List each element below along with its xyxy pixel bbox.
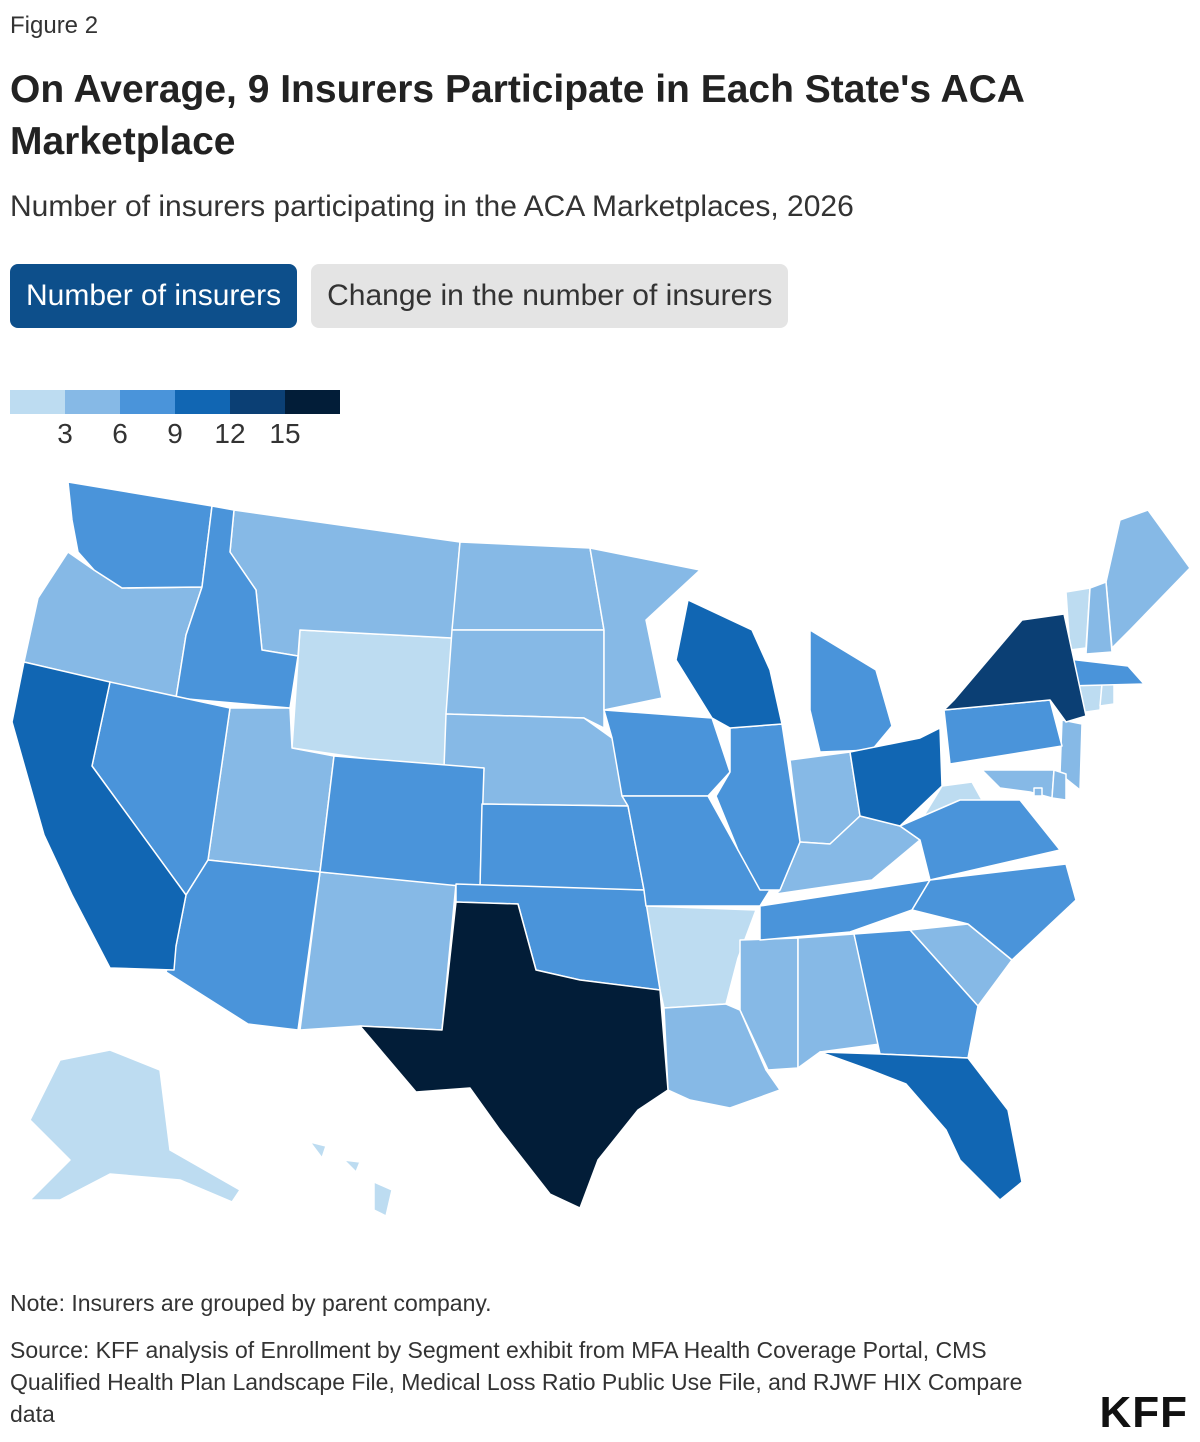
legend-tick-label: 3: [57, 418, 73, 449]
state-ca[interactable]: [11, 661, 187, 971]
state-pa[interactable]: [943, 699, 1063, 765]
tab-change-in-number-of-insurers[interactable]: Change in the number of insurers: [311, 264, 789, 328]
state-ia[interactable]: [603, 709, 731, 797]
footnote: Note: Insurers are grouped by parent com…: [10, 1290, 492, 1316]
states-group: [11, 481, 1191, 1217]
legend-swatch-5: [285, 390, 340, 414]
state-ks[interactable]: [479, 803, 645, 891]
state-al[interactable]: [797, 933, 881, 1069]
tab-number-of-insurers[interactable]: Number of insurers: [10, 264, 298, 328]
us-map: [0, 470, 1200, 1250]
state-wy[interactable]: [291, 629, 453, 771]
state-fl[interactable]: [819, 1051, 1023, 1201]
figure-label: Figure 2: [10, 12, 99, 39]
state-va[interactable]: [899, 799, 1061, 881]
legend-swatch-4: [230, 390, 285, 414]
chart-subtitle: Number of insurers participating in the …: [10, 190, 854, 223]
state-hi[interactable]: [309, 1141, 393, 1217]
us-map-svg: [11, 481, 1191, 1217]
chart-title: On Average, 9 Insurers Participate in Ea…: [10, 68, 1024, 163]
legend-swatch-0: [10, 390, 65, 414]
state-ga[interactable]: [853, 929, 979, 1059]
color-legend: 3 6 9 12 15: [10, 390, 340, 458]
state-dc[interactable]: [1033, 787, 1043, 797]
state-nm[interactable]: [299, 871, 457, 1031]
state-nj[interactable]: [1059, 719, 1083, 791]
legend-tick-label: 15: [269, 418, 301, 449]
legend-tick-label: 9: [167, 418, 183, 449]
state-il[interactable]: [715, 723, 801, 891]
legend-swatch-2: [120, 390, 175, 414]
state-nh[interactable]: [1085, 581, 1113, 655]
state-de[interactable]: [1051, 769, 1067, 801]
state-oh[interactable]: [849, 727, 943, 827]
state-la[interactable]: [663, 1003, 781, 1109]
legend-bar: [10, 390, 340, 414]
state-tn[interactable]: [759, 879, 931, 941]
state-tx[interactable]: [359, 901, 669, 1209]
state-ny[interactable]: [943, 613, 1087, 723]
state-co[interactable]: [319, 755, 485, 889]
state-me[interactable]: [1105, 509, 1191, 649]
legend-tick-label: 6: [112, 418, 128, 449]
legend-ticks: 3 6 9 12 15: [10, 418, 340, 458]
state-nd[interactable]: [451, 541, 605, 631]
state-ak[interactable]: [29, 1049, 241, 1203]
legend-swatch-3: [175, 390, 230, 414]
state-sd[interactable]: [445, 629, 605, 729]
state-mn[interactable]: [589, 547, 701, 711]
legend-swatch-1: [65, 390, 120, 414]
state-wi[interactable]: [675, 599, 783, 729]
view-toggle: Number of insurers Change in the number …: [10, 264, 789, 328]
state-mi[interactable]: [809, 629, 893, 753]
state-ri[interactable]: [1099, 683, 1115, 707]
source-note: Source: KFF analysis of Enrollment by Se…: [10, 1337, 1023, 1427]
state-md[interactable]: [981, 769, 1055, 799]
legend-tick-label: 12: [214, 418, 246, 449]
kff-logo: KFF: [1099, 1388, 1188, 1437]
state-ms[interactable]: [739, 937, 799, 1071]
state-id[interactable]: [175, 505, 299, 709]
